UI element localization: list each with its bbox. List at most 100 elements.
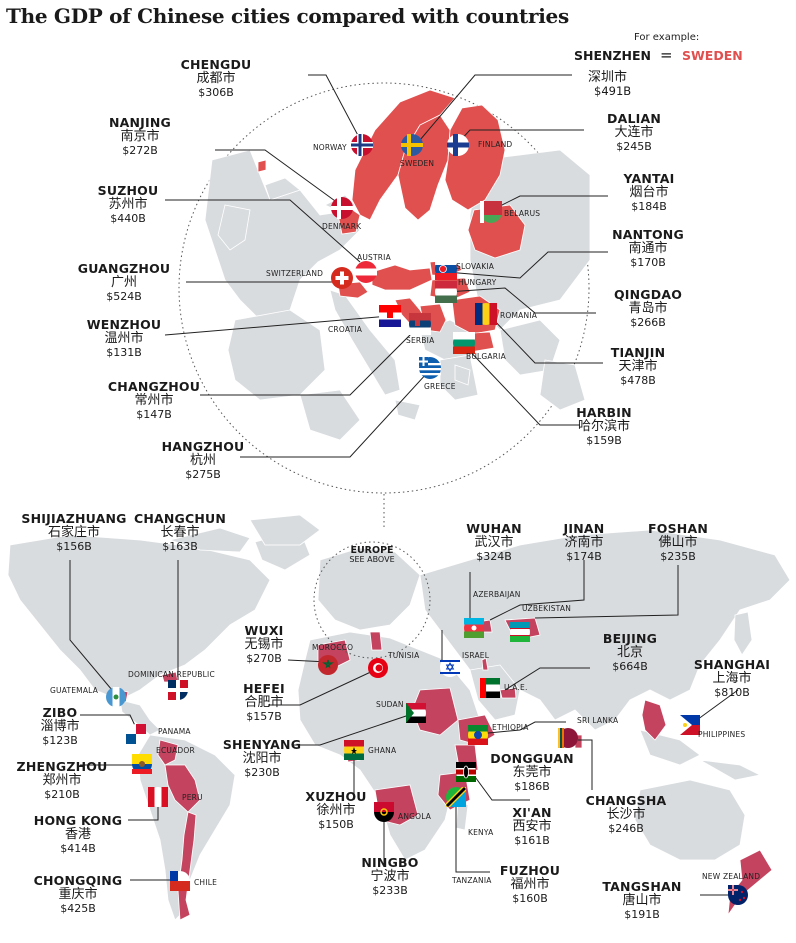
country-label-ghana: GHANA	[368, 746, 397, 755]
city-name-cn: 苏州市	[108, 197, 148, 213]
country-label-morocco: MOROCCO	[312, 643, 354, 652]
country-label-angola: ANGOLA	[398, 812, 432, 821]
country-label-ethiopia: ETHIOPIA	[492, 723, 529, 732]
city-name: WUXI	[244, 623, 284, 638]
legend-equals: =	[660, 46, 673, 64]
city-label-xuzhou: XUZHOU 徐州市 $150B	[305, 789, 367, 832]
city-label-harbin: HARBIN 哈尔滨市 $159B	[576, 405, 632, 448]
city-name-cn: 无锡市	[244, 637, 284, 653]
country-label-tanzania: TANZANIA	[452, 876, 492, 885]
city-name: NANJING	[108, 115, 172, 130]
city-name-cn: 北京	[616, 645, 644, 661]
city-name-cn: 济南市	[564, 535, 604, 551]
city-label-nantong: NANTONG 南通市 $170B	[612, 227, 684, 270]
city-name: NANTONG	[612, 227, 684, 242]
city-gdp: $425B	[60, 902, 96, 916]
city-gdp: $170B	[630, 256, 666, 270]
city-label-dongguan: DONGGUAN 东莞市 $186B	[490, 751, 574, 794]
city-name: YANTAI	[623, 171, 675, 186]
city-name-cn: 南京市	[120, 129, 160, 145]
country-label-hungary: HUNGARY	[458, 278, 497, 287]
city-label-yantai: YANTAI 烟台市 $184B	[623, 171, 675, 214]
country-label-romania: ROMANIA	[500, 311, 538, 320]
country-label-philippines: PHILIPPINES	[698, 730, 746, 739]
country-label-sudan: SUDAN	[376, 700, 404, 709]
city-name-cn: 青岛市	[628, 301, 668, 317]
city-name-cn: 杭州	[189, 453, 217, 469]
city-label-changchun: CHANGCHUN 长春市 $163B	[134, 511, 226, 554]
city-label-guangzhou: GUANGZHOU 广州 $524B	[78, 261, 171, 304]
country-label-slovakia: SLOVAKIA	[456, 262, 495, 271]
country-label-chile: CHILE	[194, 878, 218, 887]
city-name: JINAN	[563, 521, 605, 536]
country-label-greece: GREECE	[424, 382, 456, 391]
city-name-cn: 烟台市	[629, 185, 669, 201]
city-name: FOSHAN	[648, 521, 708, 536]
city-gdp: $159B	[586, 434, 622, 448]
city-label-changsha: CHANGSHA 长沙市 $246B	[585, 793, 667, 836]
city-name-cn: 温州市	[104, 331, 144, 347]
city-label-hefei: HEFEI 合肥市 $157B	[243, 681, 285, 724]
legend-note: For example:	[634, 32, 700, 43]
country-label-tunisia: TUNISIA	[388, 651, 420, 660]
city-gdp: $324B	[476, 550, 512, 564]
europe-label-subtitle: SEE ABOVE	[349, 555, 395, 565]
city-label-tangshan: TANGSHAN 唐山市 $191B	[602, 879, 682, 922]
city-name: HONG KONG	[33, 813, 123, 828]
city-name: CHANGSHA	[585, 793, 667, 808]
city-name-cn: 天津市	[618, 359, 658, 375]
city-gdp: $156B	[56, 540, 92, 554]
city-gdp: $664B	[612, 660, 648, 674]
city-name: HANGZHOU	[161, 439, 245, 454]
city-name: CHANGZHOU	[107, 379, 201, 394]
city-label-jinan: JINAN 济南市 $174B	[563, 521, 605, 564]
europe-label-title: EUROPE	[350, 545, 394, 556]
country-label-bulgaria: BULGARIA	[466, 352, 506, 361]
city-name-cn: 长沙市	[606, 807, 646, 823]
city-label-zibo: ZIBO 淄博市 $123B	[40, 705, 79, 748]
city-gdp: $810B	[714, 686, 750, 700]
city-label-wenzhou: WENZHOU 温州市 $131B	[86, 317, 162, 360]
city-label-nanjing: NANJING 南京市 $272B	[108, 115, 172, 158]
city-name: XUZHOU	[305, 789, 367, 804]
city-gdp: $230B	[244, 766, 280, 780]
city-name: ZHENGZHOU	[16, 759, 108, 774]
legend-city: SHENZHEN	[574, 48, 651, 63]
city-gdp: $272B	[122, 144, 158, 158]
city-name: TANGSHAN	[602, 879, 682, 894]
city-label-chongqing: CHONGQING 重庆市 $425B	[34, 873, 123, 916]
city-name: SHIJIAZHUANG	[21, 511, 127, 526]
country-label-panama: PANAMA	[158, 727, 191, 736]
city-label-hong-kong: HONG KONG 香港 $414B	[33, 813, 123, 856]
city-name: WUHAN	[466, 521, 522, 536]
city-name: WENZHOU	[86, 317, 162, 332]
city-gdp: $266B	[630, 316, 666, 330]
city-label-shanghai: SHANGHAI 上海市 $810B	[694, 657, 770, 700]
city-name-cn: 重庆市	[58, 887, 98, 903]
city-name-cn: 郑州市	[42, 773, 82, 789]
city-name-cn: 东莞市	[512, 765, 552, 781]
city-gdp: $245B	[616, 140, 652, 154]
city-gdp: $210B	[44, 788, 80, 802]
country-label-dominican-republic: DOMINICAN REPUBLIC	[128, 670, 215, 679]
city-label-suzhou: SUZHOU 苏州市 $440B	[98, 183, 159, 226]
city-name: NINGBO	[361, 855, 419, 870]
city-name: TIANJIN	[610, 345, 666, 360]
legend-gdp: $491B	[594, 84, 632, 98]
city-name: FUZHOU	[499, 863, 561, 878]
city-gdp: $306B	[198, 86, 234, 100]
chart-title: The GDP of Chinese cities compared with …	[6, 4, 569, 28]
city-name-cn: 长春市	[160, 525, 200, 541]
city-name-cn: 合肥市	[244, 695, 284, 711]
city-label-tianjin: TIANJIN 天津市 $478B	[610, 345, 666, 388]
country-label-denmark: DENMARK	[322, 222, 362, 231]
country-label-belarus: BELARUS	[504, 209, 541, 218]
city-gdp: $270B	[246, 652, 282, 666]
country-label-azerbaijan: AZERBAIJAN	[473, 590, 521, 599]
country-label-new-zealand: NEW ZEALAND	[702, 872, 761, 881]
city-gdp: $160B	[512, 892, 548, 906]
city-name: QINGDAO	[613, 287, 683, 302]
country-label-sri-lanka: SRI LANKA	[577, 716, 619, 725]
city-name-cn: 石家庄市	[47, 525, 100, 541]
